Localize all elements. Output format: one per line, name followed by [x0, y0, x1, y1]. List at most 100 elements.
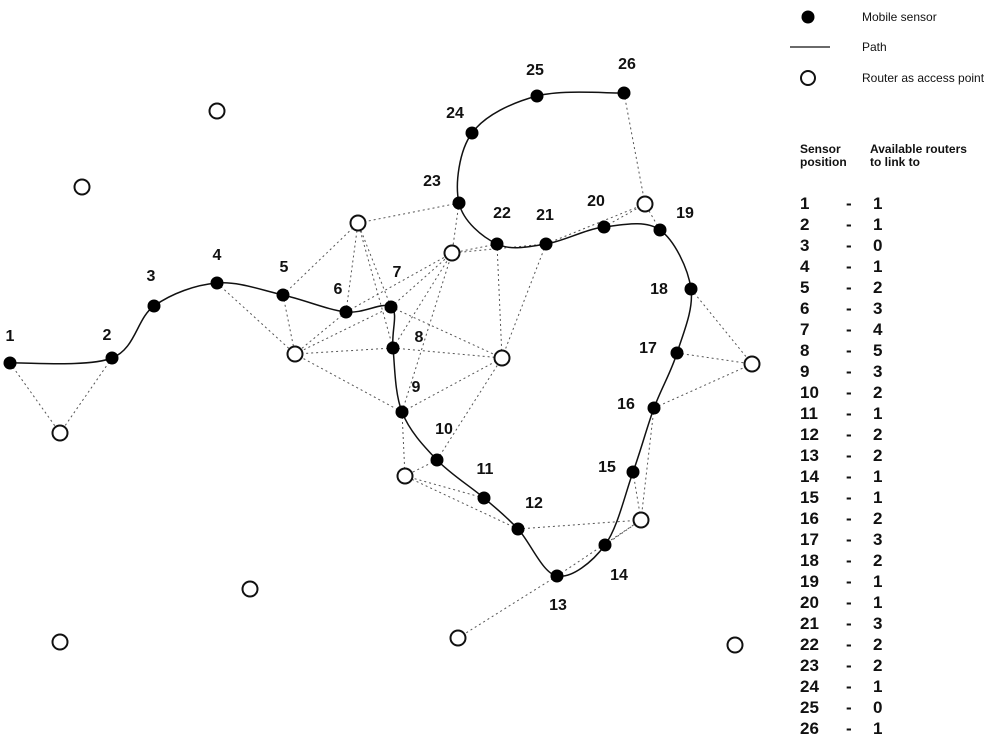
router-link — [404, 475, 519, 530]
table-row: 25 - 0 — [800, 698, 990, 719]
sensor-number-label: 26 — [618, 56, 636, 73]
sensor-position: 3 — [800, 236, 810, 255]
table-row: 9 - 3 — [800, 362, 990, 383]
sensor-number-label: 19 — [676, 205, 694, 222]
sensor-number-label: 12 — [525, 495, 543, 512]
router-link — [676, 352, 753, 365]
available-routers: 1 — [873, 593, 883, 612]
available-routers: 0 — [873, 698, 883, 717]
sensor-position: 8 — [800, 341, 810, 360]
available-routers: 1 — [873, 404, 883, 423]
path-symbol-icon — [790, 46, 830, 48]
sensor-number-label: 4 — [213, 247, 222, 264]
sensor-number-label: 14 — [610, 567, 628, 584]
row-dash: - — [846, 341, 852, 360]
router-link — [294, 347, 394, 355]
router-node — [726, 636, 744, 654]
row-dash: - — [846, 614, 852, 633]
table-row: 14 - 1 — [800, 467, 990, 488]
available-routers: 3 — [873, 299, 883, 318]
sensor-node — [539, 237, 553, 251]
table-row: 20 - 1 — [800, 593, 990, 614]
sensor-node — [339, 305, 353, 319]
header-sensor-line2: position — [800, 155, 847, 169]
sensor-node — [452, 196, 466, 210]
sensor-position: 26 — [800, 719, 819, 738]
router-node — [396, 467, 414, 485]
sensor-position: 23 — [800, 656, 819, 675]
sensor-number-label: 22 — [493, 205, 511, 222]
row-dash: - — [846, 572, 852, 591]
available-routers: 2 — [873, 509, 883, 528]
sensor-position: 24 — [800, 677, 819, 696]
row-dash: - — [846, 194, 852, 213]
available-routers: 2 — [873, 656, 883, 675]
row-dash: - — [846, 383, 852, 402]
available-routers: 0 — [873, 236, 883, 255]
available-routers: 3 — [873, 362, 883, 381]
router-node — [743, 355, 761, 373]
legend-router-label: Router as access point — [862, 71, 985, 85]
sensor-node — [395, 405, 409, 419]
row-dash: - — [846, 467, 852, 486]
table-row: 22 - 2 — [800, 635, 990, 656]
sensor-node — [105, 351, 119, 365]
table-row: 2 - 1 — [800, 215, 990, 236]
sensor-node — [598, 538, 612, 552]
available-routers: 2 — [873, 425, 883, 444]
sensor-position: 2 — [800, 215, 810, 234]
table-row: 3 - 0 — [800, 236, 990, 257]
table-row: 1 - 1 — [800, 194, 990, 215]
router-symbol-icon — [800, 70, 816, 86]
row-dash: - — [846, 404, 852, 423]
header-routers-line2: to link to — [870, 155, 920, 169]
router-link — [357, 222, 394, 349]
router-node — [51, 424, 69, 442]
sensor-node — [617, 86, 631, 100]
sensor-node — [684, 282, 698, 296]
router-link — [282, 222, 359, 296]
row-dash: - — [846, 278, 852, 297]
sensor-position: 15 — [800, 488, 819, 507]
router-node — [493, 349, 511, 367]
sensor-node — [530, 89, 544, 103]
available-routers: 1 — [873, 194, 883, 213]
router-link — [556, 519, 642, 577]
available-routers: 1 — [873, 719, 883, 738]
sensor-position: 14 — [800, 467, 819, 486]
row-dash: - — [846, 488, 852, 507]
sensor-position: 18 — [800, 551, 819, 570]
available-routers: 5 — [873, 341, 883, 360]
sensor-position: 25 — [800, 698, 819, 717]
sensor-position: 7 — [800, 320, 810, 339]
row-dash: - — [846, 425, 852, 444]
sensor-number-label: 10 — [435, 421, 453, 438]
table-row: 5 - 2 — [800, 278, 990, 299]
sensor-number-label: 20 — [587, 193, 605, 210]
router-link — [345, 222, 359, 313]
legend-sensor: Mobile sensor — [790, 2, 1000, 32]
router-node — [349, 214, 367, 232]
router-link — [294, 353, 403, 413]
router-link — [357, 202, 460, 224]
sensor-position: 22 — [800, 635, 819, 654]
sensor-number-label: 13 — [549, 597, 567, 614]
sensor-position: 12 — [800, 425, 819, 444]
available-routers: 3 — [873, 530, 883, 549]
router-link — [59, 357, 113, 434]
sensor-number-label: 17 — [639, 340, 657, 357]
sensor-position: 10 — [800, 383, 819, 402]
sensor-number-label: 16 — [617, 396, 635, 413]
row-dash: - — [846, 362, 852, 381]
sensor-number-label: 8 — [415, 329, 424, 346]
sensor-number-label: 25 — [526, 62, 544, 79]
sensor-number-label: 24 — [446, 105, 464, 122]
router-link — [392, 347, 503, 359]
sensor-position: 20 — [800, 593, 819, 612]
row-dash: - — [846, 446, 852, 465]
router-link — [496, 243, 503, 359]
sensor-position: 17 — [800, 530, 819, 549]
table-row: 23 - 2 — [800, 656, 990, 677]
sensor-position: 1 — [800, 194, 810, 213]
row-dash: - — [846, 509, 852, 528]
